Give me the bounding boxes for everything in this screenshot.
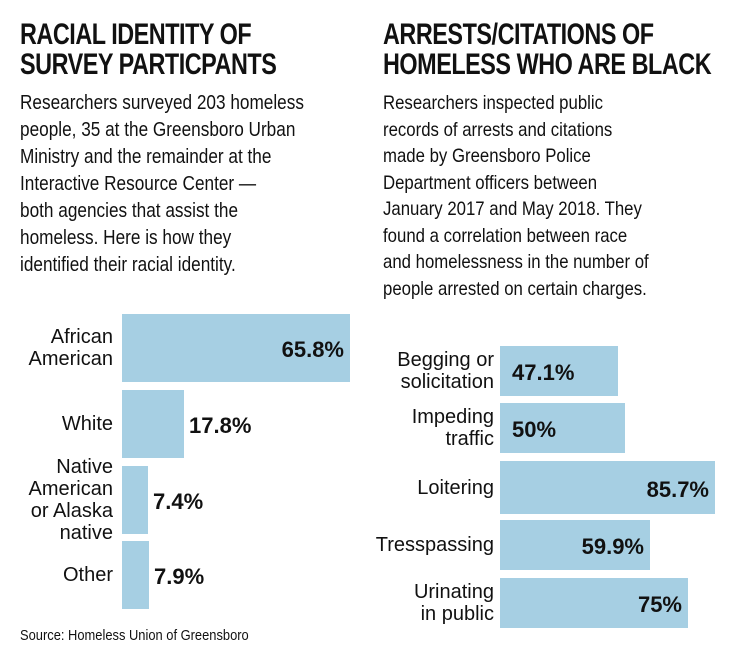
right-description-line: records of arrests and citations	[383, 118, 613, 141]
source-note: Source: Homeless Union of Greensboro	[20, 627, 249, 644]
race-category-line: Native	[56, 456, 113, 478]
race-category-line: American	[28, 478, 113, 500]
left-description-line: Interactive Resource Center —	[20, 173, 257, 195]
race-category-line: Other	[62, 564, 113, 586]
race-value-label: 65.8%	[281, 337, 344, 362]
charge-bar	[500, 461, 715, 514]
race-value-label: 7.9%	[154, 564, 205, 589]
race-category-label: White	[62, 413, 113, 435]
charge-category-line: in public	[420, 603, 494, 625]
charge-category-label: Loitering	[417, 477, 494, 499]
charge-value-label: 47.1%	[512, 360, 575, 385]
right-description-line: Researchers inspected public	[383, 92, 603, 114]
left-description-line: Ministry and the remainder at the	[20, 146, 272, 168]
charge-category-label: Impeding traffic	[412, 406, 494, 450]
left-description-line: Researchers surveyed 203 homeless	[20, 92, 304, 114]
charge-bar	[500, 578, 688, 628]
left-chart-title: RACIAL IDENTITY OF SURVEY PARTICPANTS	[20, 18, 277, 81]
left-description: Researchers surveyed 203 homeless people…	[20, 90, 304, 279]
charge-category-line: solicitation	[400, 371, 494, 393]
race-bar	[122, 541, 149, 609]
race-category-line: or Alaska	[30, 500, 113, 522]
charge-bar	[500, 346, 618, 396]
race-category-line: native	[59, 522, 113, 544]
left-description-line: homeless. Here is how they	[20, 227, 232, 249]
right-description-line: Department officers between	[383, 171, 598, 194]
charge-value-label: 50%	[512, 417, 557, 442]
right-title-line-1: ARRESTS/CITATIONS OF	[383, 18, 654, 51]
right-title-line-2: HOMELESS WHO ARE BLACK	[383, 48, 712, 81]
charge-category-line: Urinating	[413, 581, 494, 603]
left-description-line: people, 35 at the Greensboro Urban	[20, 119, 296, 141]
charge-category-label: Begging or solicitation	[397, 349, 494, 393]
charge-category-line: Tresspassing	[375, 534, 494, 556]
charge-category-line: Loitering	[417, 476, 494, 499]
charge-bar	[500, 403, 625, 453]
race-category-label: Native American or Alaska native	[29, 456, 113, 544]
left-title-line-1: RACIAL IDENTITY OF	[20, 18, 252, 51]
right-description-line: and homelessness in the number of	[383, 251, 649, 273]
charge-value-label: 85.7%	[646, 476, 709, 502]
race-category-line: American	[28, 348, 113, 370]
charge-value-label: 75%	[637, 592, 682, 617]
race-bar	[122, 466, 148, 534]
race-category-label: Other	[63, 564, 113, 586]
race-category-line: African	[50, 326, 113, 348]
left-description-line: both agencies that assist the	[20, 200, 239, 222]
right-description-line: made by Greensboro Police	[383, 145, 591, 167]
race-bar	[122, 314, 350, 382]
race-category-label: African American	[29, 326, 113, 370]
race-bar	[122, 390, 184, 458]
charge-category-label: Urinating in public	[414, 581, 494, 625]
charge-category-line: traffic	[445, 428, 494, 450]
charge-category-label: Tresspassing	[376, 534, 494, 556]
right-description-line: January 2017 and May 2018. They	[383, 198, 642, 220]
right-chart-title: ARRESTS/CITATIONS OF HOMELESS WHO ARE BL…	[383, 18, 712, 81]
charge-category-line: Impeding	[411, 406, 494, 428]
right-description: Researchers inspected public records of …	[383, 90, 649, 302]
race-value-label: 17.8%	[189, 413, 252, 438]
charge-value-label: 59.9%	[581, 534, 644, 559]
race-value-label: 7.4%	[153, 489, 204, 514]
left-description-line: identified their racial identity.	[20, 254, 236, 276]
right-description-line: people arrested on certain charges.	[383, 277, 647, 300]
left-title-line-2: SURVEY PARTICPANTS	[20, 48, 277, 81]
race-category-line: White	[61, 413, 113, 435]
charge-category-line: Begging or	[397, 349, 494, 371]
charge-bar	[500, 520, 650, 570]
right-description-line: found a correlation between race	[383, 224, 628, 247]
